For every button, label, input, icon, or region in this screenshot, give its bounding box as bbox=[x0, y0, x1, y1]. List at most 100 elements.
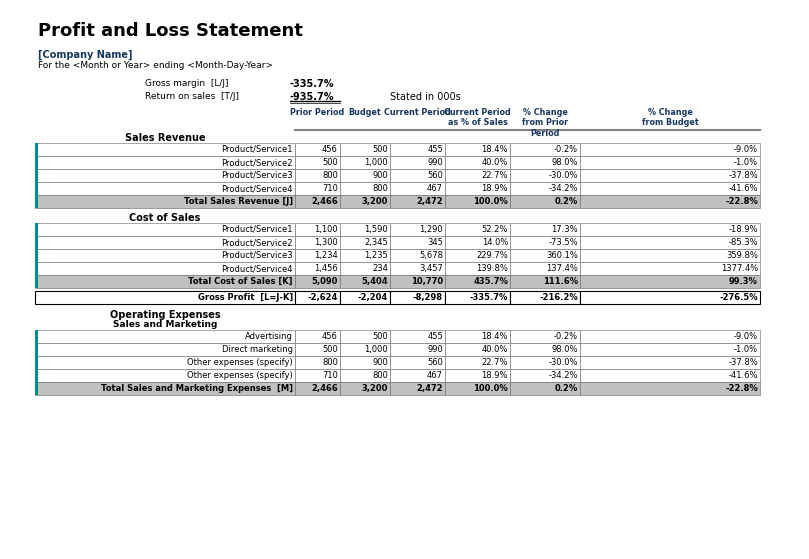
Text: -30.0%: -30.0% bbox=[549, 358, 578, 367]
Bar bbox=[390, 249, 445, 262]
Text: -41.6%: -41.6% bbox=[728, 371, 758, 380]
Text: -1.0%: -1.0% bbox=[734, 345, 758, 354]
Text: Product/Service4: Product/Service4 bbox=[222, 264, 293, 273]
Bar bbox=[510, 236, 580, 249]
Bar bbox=[295, 156, 340, 169]
Bar bbox=[510, 182, 580, 195]
Bar bbox=[340, 356, 390, 369]
Bar bbox=[510, 330, 580, 343]
Bar bbox=[295, 382, 340, 395]
Text: 139.8%: 139.8% bbox=[477, 264, 508, 273]
Bar bbox=[580, 262, 760, 275]
Text: 0.2%: 0.2% bbox=[555, 197, 578, 206]
Bar bbox=[295, 182, 340, 195]
Text: -85.3%: -85.3% bbox=[728, 238, 758, 247]
Bar bbox=[445, 382, 510, 395]
Text: -18.9%: -18.9% bbox=[728, 225, 758, 234]
Bar bbox=[35, 249, 295, 262]
Bar bbox=[295, 369, 340, 382]
Bar bbox=[35, 169, 295, 182]
Bar bbox=[445, 262, 510, 275]
Bar bbox=[445, 249, 510, 262]
Bar bbox=[295, 169, 340, 182]
Text: 10,770: 10,770 bbox=[411, 277, 443, 286]
Bar bbox=[35, 275, 295, 288]
Bar bbox=[580, 143, 760, 156]
Text: 467: 467 bbox=[427, 184, 443, 193]
Bar bbox=[580, 195, 760, 208]
Text: 3,200: 3,200 bbox=[362, 384, 388, 393]
Text: 98.0%: 98.0% bbox=[552, 158, 578, 167]
Text: Direct marketing: Direct marketing bbox=[222, 345, 293, 354]
Text: 0.2%: 0.2% bbox=[555, 384, 578, 393]
Bar bbox=[340, 156, 390, 169]
Text: 3,200: 3,200 bbox=[362, 197, 388, 206]
Text: 22.7%: 22.7% bbox=[481, 358, 508, 367]
Bar bbox=[295, 249, 340, 262]
Bar bbox=[580, 223, 760, 236]
Text: Product/Service1: Product/Service1 bbox=[222, 225, 293, 234]
Text: 800: 800 bbox=[322, 171, 338, 180]
Bar bbox=[510, 169, 580, 182]
Text: 229.7%: 229.7% bbox=[477, 251, 508, 260]
Text: 52.2%: 52.2% bbox=[481, 225, 508, 234]
Bar bbox=[340, 182, 390, 195]
Text: 40.0%: 40.0% bbox=[481, 158, 508, 167]
Text: 360.1%: 360.1% bbox=[546, 251, 578, 260]
Bar bbox=[580, 249, 760, 262]
Bar bbox=[340, 236, 390, 249]
Bar bbox=[35, 223, 295, 236]
Bar bbox=[35, 330, 38, 395]
Bar bbox=[295, 291, 340, 304]
Text: 5,678: 5,678 bbox=[419, 251, 443, 260]
Bar bbox=[580, 369, 760, 382]
Text: -34.2%: -34.2% bbox=[549, 184, 578, 193]
Text: 1,456: 1,456 bbox=[314, 264, 338, 273]
Text: 2,472: 2,472 bbox=[417, 384, 443, 393]
Text: Gross margin  [L/J]: Gross margin [L/J] bbox=[145, 79, 228, 88]
Text: -1.0%: -1.0% bbox=[734, 158, 758, 167]
Text: 1,000: 1,000 bbox=[364, 158, 388, 167]
Bar bbox=[340, 291, 390, 304]
Text: 111.6%: 111.6% bbox=[543, 277, 578, 286]
Bar bbox=[510, 291, 580, 304]
Text: For the <Month or Year> ending <Month-Day-Year>: For the <Month or Year> ending <Month-Da… bbox=[38, 61, 273, 70]
Bar bbox=[35, 182, 295, 195]
Bar bbox=[510, 343, 580, 356]
Text: Product/Service1: Product/Service1 bbox=[222, 145, 293, 154]
Text: 5,090: 5,090 bbox=[311, 277, 338, 286]
Bar bbox=[35, 262, 295, 275]
Bar bbox=[445, 343, 510, 356]
Bar bbox=[445, 169, 510, 182]
Text: Budget: Budget bbox=[349, 108, 381, 117]
Bar bbox=[580, 356, 760, 369]
Bar bbox=[445, 156, 510, 169]
Text: Return on sales  [T/J]: Return on sales [T/J] bbox=[145, 92, 239, 101]
Text: Other expenses (specify): Other expenses (specify) bbox=[187, 358, 293, 367]
Text: 98.0%: 98.0% bbox=[552, 345, 578, 354]
Text: Product/Service4: Product/Service4 bbox=[222, 184, 293, 193]
Text: 435.7%: 435.7% bbox=[473, 277, 508, 286]
Text: 359.8%: 359.8% bbox=[726, 251, 758, 260]
Text: 500: 500 bbox=[322, 345, 338, 354]
Text: -0.2%: -0.2% bbox=[554, 332, 578, 341]
Bar bbox=[390, 382, 445, 395]
Bar bbox=[390, 195, 445, 208]
Text: Total Sales and Marketing Expenses  [M]: Total Sales and Marketing Expenses [M] bbox=[101, 384, 293, 393]
Bar bbox=[580, 169, 760, 182]
Bar bbox=[510, 249, 580, 262]
Bar bbox=[510, 369, 580, 382]
Bar bbox=[390, 169, 445, 182]
Text: 500: 500 bbox=[322, 158, 338, 167]
Text: 800: 800 bbox=[372, 184, 388, 193]
Bar bbox=[295, 356, 340, 369]
Bar bbox=[35, 156, 295, 169]
Text: 990: 990 bbox=[427, 158, 443, 167]
Bar bbox=[295, 343, 340, 356]
Text: [Company Name]: [Company Name] bbox=[38, 50, 133, 60]
Bar bbox=[445, 143, 510, 156]
Text: 710: 710 bbox=[322, 184, 338, 193]
Bar bbox=[510, 382, 580, 395]
Bar bbox=[340, 223, 390, 236]
Text: 14.0%: 14.0% bbox=[481, 238, 508, 247]
